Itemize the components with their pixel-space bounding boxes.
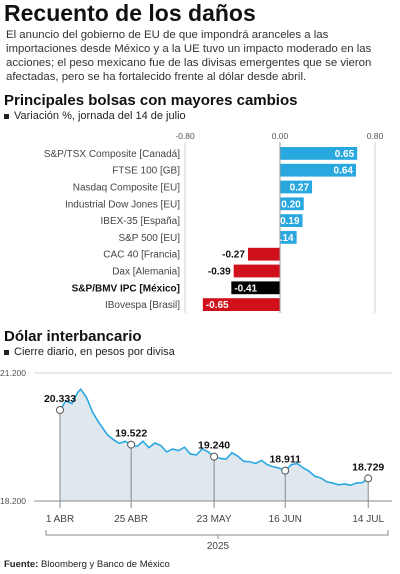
line-chart-subheading: Cierre diario, en pesos por divisa xyxy=(4,346,175,358)
annotation-label: 19.522 xyxy=(115,428,147,440)
data-label: -0.39 xyxy=(208,267,231,278)
annotation-point xyxy=(281,466,290,475)
annotation-point xyxy=(56,405,64,414)
line-chart: 21.200 18.200 20.333 19.522 19.240 18.911 18.7… xyxy=(0,368,392,552)
bar-chart-subheading-text: Variación %, jornada del 14 de julio xyxy=(14,110,186,122)
x-tick-label: 0.80 xyxy=(367,131,384,141)
square-bullet-icon xyxy=(4,113,9,119)
x-tick-label: 25 ABR xyxy=(114,514,148,525)
annotation-point xyxy=(364,474,373,483)
bar xyxy=(202,298,280,311)
page-title: Recuento de los daños xyxy=(4,0,256,26)
data-label: 0.19 xyxy=(280,216,300,227)
data-label: -0.41 xyxy=(234,283,257,294)
annotation-point xyxy=(210,452,219,461)
bar xyxy=(280,231,297,244)
x-tick-label: 1 ABR xyxy=(46,514,74,525)
category-label: Nasdaq Composite [EU] xyxy=(73,183,180,194)
annotation-label: 18.729 xyxy=(352,461,384,473)
category-label: Dax [Alemania] xyxy=(112,267,180,278)
data-label: 0.64 xyxy=(334,166,354,177)
source-note: Fuente: Bloomberg y Banco de México xyxy=(4,559,170,570)
x-tick-label: 16 JUN xyxy=(269,514,302,525)
category-label: Industrial Dow Jones [EU] xyxy=(65,199,180,210)
bar xyxy=(280,180,313,194)
intro-text: El anuncio del gobierno de EU de que imp… xyxy=(6,29,372,83)
data-label: 0.20 xyxy=(281,199,301,210)
year-label: 2025 xyxy=(207,541,230,552)
x-tick-label: 23 MAY xyxy=(197,514,232,525)
bar-chart-subheading: Variación %, jornada del 14 de julio xyxy=(4,110,186,122)
data-label: 0.14 xyxy=(274,233,294,244)
bar xyxy=(280,147,358,160)
area-fill xyxy=(60,389,369,501)
data-label: -0.27 xyxy=(222,250,245,261)
y-tick-label: 18.200 xyxy=(0,496,26,506)
source-text: Bloomberg y Banco de México xyxy=(38,559,170,570)
category-label: IBEX-35 [España] xyxy=(101,216,181,227)
annotation-label: 20.333 xyxy=(44,393,76,405)
category-label: FTSE 100 [GB] xyxy=(112,166,180,177)
bar xyxy=(280,214,303,227)
x-tick-label: 0.00 xyxy=(272,131,289,141)
bar xyxy=(233,264,280,278)
bar xyxy=(280,197,304,211)
data-label: 0.27 xyxy=(290,183,310,194)
x-tick-label: -0.80 xyxy=(175,131,195,141)
y-tick-label: 21.200 xyxy=(0,368,26,378)
bar xyxy=(247,247,280,261)
annotation-label: 18.911 xyxy=(269,454,301,466)
data-label: -0.65 xyxy=(206,300,229,311)
category-label: CAC 40 [Francia] xyxy=(103,250,180,261)
line-chart-subheading-text: Cierre diario, en pesos por divisa xyxy=(14,346,175,358)
annotation-label: 19.240 xyxy=(198,440,230,452)
bar xyxy=(280,163,356,177)
annotation-point xyxy=(127,440,136,449)
category-label: S&P 500 [EU] xyxy=(118,233,180,244)
bar-chart: -0.80 0.00 0.80 S&P/TSX Composite [Canadá] 0… xyxy=(44,131,384,313)
category-label: S&P/TSX Composite [Canadá] xyxy=(44,149,180,160)
x-tick-label: 14 JUL xyxy=(352,514,384,525)
year-bracket xyxy=(45,530,389,536)
bar xyxy=(231,281,280,295)
line-chart-heading: Dólar interbancario xyxy=(4,328,142,345)
bar-chart-heading: Principales bolsas con mayores cambios xyxy=(4,92,298,109)
square-bullet-icon xyxy=(4,349,9,355)
category-label: IBovespa [Brasil] xyxy=(105,300,180,311)
data-label: 0.65 xyxy=(335,149,355,160)
category-label: S&P/BMV IPC [México] xyxy=(72,283,180,294)
source-label: Fuente: xyxy=(4,559,39,570)
